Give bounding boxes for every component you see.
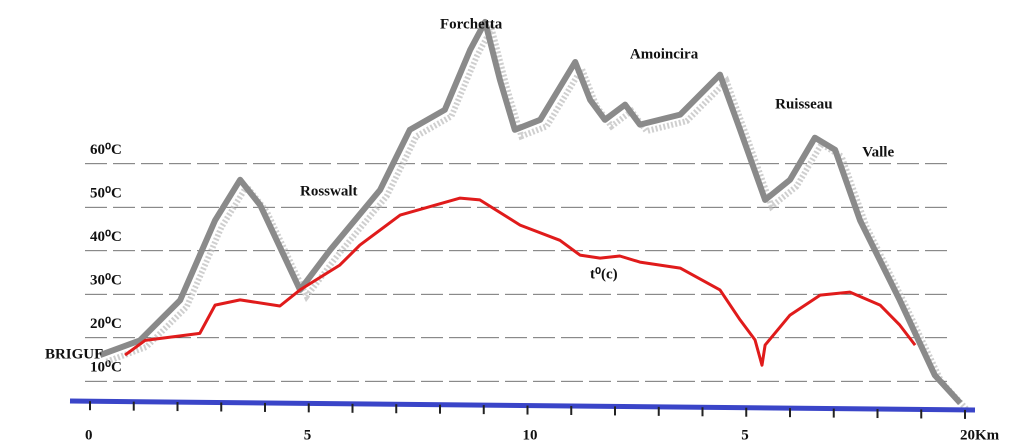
chart: 10⁰C20⁰C30⁰C40⁰C50⁰C60⁰Ct⁰(c)0510520KmFo… bbox=[0, 0, 1013, 446]
peak-label: BRIGUF bbox=[45, 347, 103, 363]
peak-label: Ruisseau bbox=[775, 96, 833, 112]
x-tick-label: 5 bbox=[304, 427, 312, 443]
profile-line bbox=[100, 22, 960, 403]
peak-label: Forchetta bbox=[440, 16, 503, 32]
peak-label: Rosswalt bbox=[300, 183, 358, 199]
baseline bbox=[70, 401, 975, 410]
peak-label: Valle bbox=[862, 144, 894, 160]
y-tick-label: 50⁰C bbox=[90, 186, 122, 202]
profile-shadow bbox=[107, 29, 967, 410]
temperature-line bbox=[125, 198, 915, 365]
x-tick-label: 5 bbox=[741, 427, 749, 443]
x-tick-label: 10 bbox=[523, 427, 538, 443]
peak-label: Amoincira bbox=[630, 46, 699, 62]
y-tick-label: 40⁰C bbox=[90, 229, 122, 245]
y-tick-label: 60⁰C bbox=[90, 142, 122, 158]
series-label: t⁰(c) bbox=[590, 267, 618, 283]
y-tick-label: 20⁰C bbox=[90, 316, 122, 332]
y-tick-label: 30⁰C bbox=[90, 273, 122, 289]
x-tick-label: 20Km bbox=[960, 427, 1000, 443]
x-tick-label: 0 bbox=[85, 427, 93, 443]
